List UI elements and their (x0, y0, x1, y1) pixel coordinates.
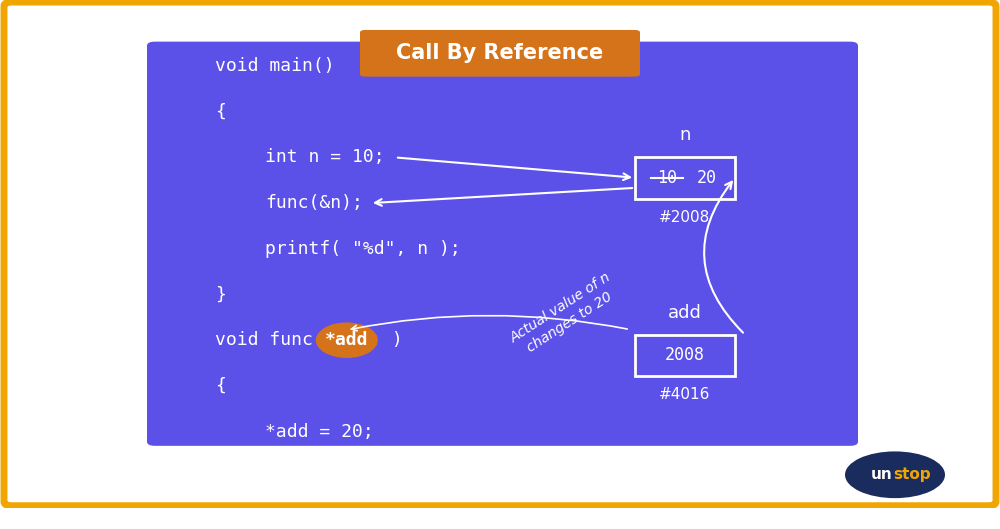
Text: void main(): void main() (215, 57, 335, 75)
Text: *add = 20;: *add = 20; (265, 423, 374, 441)
Text: Actual value of n
changes to 20: Actual value of n changes to 20 (507, 270, 623, 360)
Ellipse shape (316, 323, 378, 358)
Text: printf( "%d", n );: printf( "%d", n ); (265, 240, 461, 258)
Text: #2008: #2008 (659, 209, 711, 225)
FancyBboxPatch shape (360, 30, 640, 77)
FancyArrowPatch shape (704, 182, 743, 333)
Text: ): ) (381, 331, 403, 349)
Text: {: { (215, 377, 226, 395)
Text: 10: 10 (657, 169, 677, 187)
Text: un: un (871, 467, 893, 482)
Text: Call By Reference: Call By Reference (396, 43, 604, 63)
FancyBboxPatch shape (4, 2, 996, 506)
Text: 2008: 2008 (665, 346, 705, 364)
Text: }: } (215, 514, 226, 529)
Text: func(&n);: func(&n); (265, 194, 363, 212)
FancyBboxPatch shape (635, 335, 735, 376)
Text: *add: *add (325, 331, 369, 349)
Text: int n = 10;: int n = 10; (265, 149, 385, 167)
Text: #4016: #4016 (659, 387, 711, 403)
Text: {: { (215, 103, 226, 121)
Text: n: n (679, 126, 691, 144)
Ellipse shape (845, 451, 945, 498)
Text: 20: 20 (697, 169, 717, 187)
FancyBboxPatch shape (147, 42, 858, 446)
FancyBboxPatch shape (635, 157, 735, 198)
Text: }: } (215, 286, 226, 304)
Text: stop: stop (893, 467, 931, 482)
Text: void func ( int: void func ( int (215, 331, 389, 349)
Text: add: add (668, 304, 702, 322)
